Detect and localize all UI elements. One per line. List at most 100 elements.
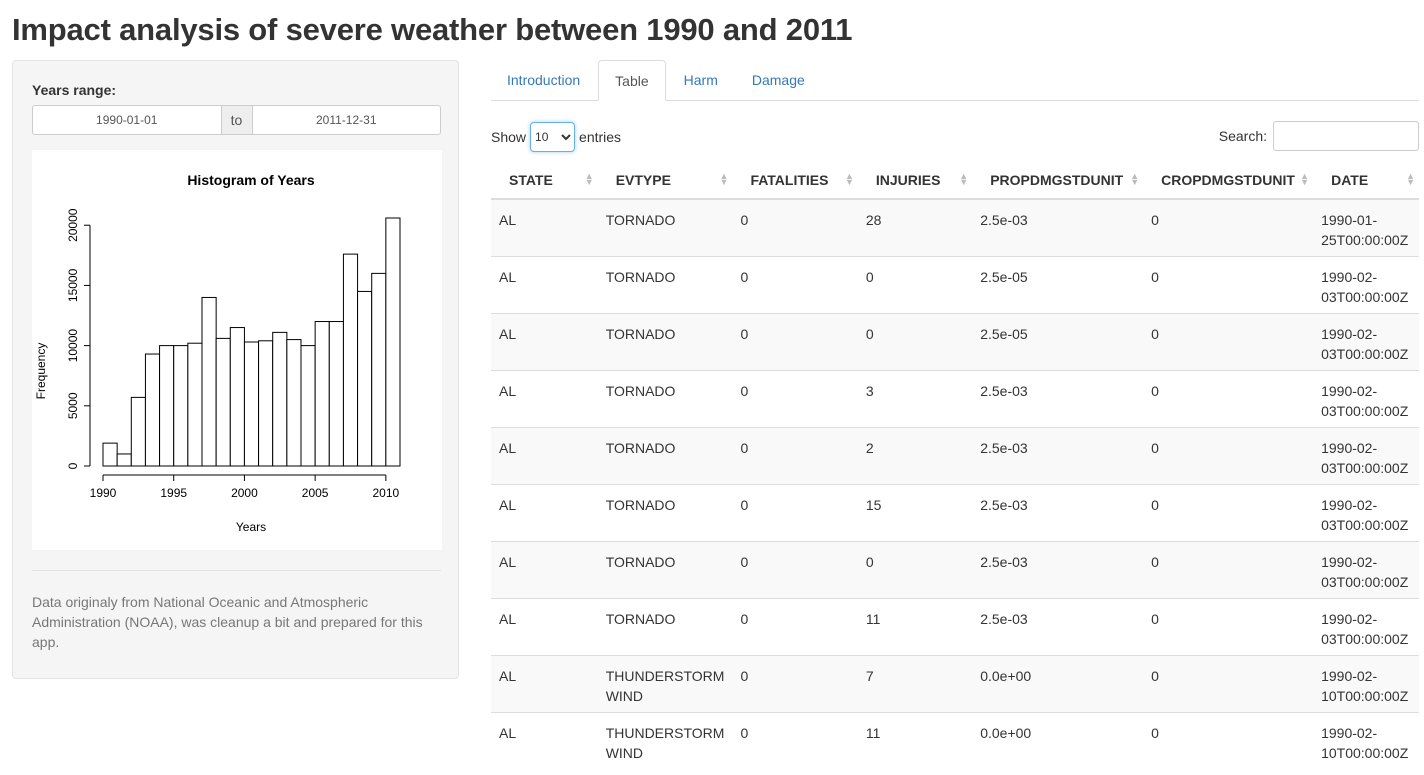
cell-propdmg: 2.5e-03 bbox=[972, 597, 1144, 655]
cell-evtype: TORNADO bbox=[597, 369, 733, 427]
cell-injuries: 7 bbox=[857, 654, 973, 712]
histogram-chart: Histogram of Years Years Frequency 1990 1… bbox=[34, 172, 401, 534]
cell-state: AL bbox=[491, 369, 598, 427]
table-row: AL THUNDERSTORM WIND 0 11 0.0e+00 0 1990-02-10… bbox=[491, 711, 1419, 769]
entries-label: entries bbox=[579, 129, 622, 145]
date-range-input: to bbox=[32, 105, 441, 135]
histogram-bar bbox=[102, 442, 118, 467]
histogram-bar bbox=[187, 342, 203, 467]
cell-injuries: 28 bbox=[857, 198, 973, 256]
cell-state: AL bbox=[491, 312, 598, 370]
column-header-label: STATE bbox=[509, 171, 553, 188]
cell-fatalities: 0 bbox=[732, 597, 858, 655]
cell-cropdmg: 0 bbox=[1143, 255, 1314, 313]
cell-date: 1990-02-03T00:00:00Z bbox=[1313, 426, 1419, 484]
y-axis: 0 5000 10000 15000 20000 bbox=[66, 208, 91, 469]
sort-icon: ▲ ▼ bbox=[844, 171, 854, 187]
page-title: Impact analysis of severe weather betwee… bbox=[12, 12, 853, 47]
histogram-bar bbox=[342, 253, 359, 467]
cell-date: 1990-02-03T00:00:00Z bbox=[1313, 369, 1419, 427]
cell-date: 1990-02-10T00:00:00Z bbox=[1313, 711, 1419, 769]
column-header-fatalities[interactable]: FATALITIES ▲ ▼ bbox=[732, 161, 858, 200]
search-label: Search: bbox=[1218, 128, 1267, 144]
tab-table[interactable]: Table bbox=[598, 60, 666, 101]
cell-evtype: THUNDERSTORM WIND bbox=[597, 654, 733, 712]
cell-date: 1990-01-25T00:00:00Z bbox=[1313, 198, 1419, 256]
column-header-state[interactable]: STATE ▲ ▼ bbox=[491, 161, 598, 200]
cell-cropdmg: 0 bbox=[1143, 654, 1314, 712]
cell-evtype: TORNADO bbox=[597, 198, 733, 256]
cell-cropdmg: 0 bbox=[1143, 312, 1314, 370]
column-header-propdmg[interactable]: PROPDMGSTDUNIT ▲ ▼ bbox=[972, 161, 1144, 200]
histogram-bars bbox=[102, 217, 401, 467]
cell-state: AL bbox=[491, 711, 598, 769]
tab-harm[interactable]: Harm bbox=[683, 72, 718, 88]
cell-cropdmg: 0 bbox=[1143, 597, 1314, 655]
cell-fatalities: 0 bbox=[732, 483, 858, 541]
column-header-label: EVTYPE bbox=[615, 171, 671, 188]
y-tick-label: 5000 bbox=[66, 392, 80, 419]
cell-evtype: TORNADO bbox=[597, 597, 733, 655]
cell-evtype: TORNADO bbox=[597, 312, 733, 370]
cell-evtype: THUNDERSTORM WIND bbox=[597, 711, 733, 769]
histogram-bar bbox=[328, 321, 344, 467]
cell-date: 1990-02-10T00:00:00Z bbox=[1313, 654, 1419, 712]
start-date-input[interactable] bbox=[32, 105, 222, 135]
histogram-bar bbox=[385, 217, 401, 467]
cell-fatalities: 0 bbox=[732, 198, 858, 256]
cell-state: AL bbox=[491, 483, 598, 541]
histogram-bar bbox=[357, 290, 373, 467]
histogram-bar bbox=[159, 345, 175, 467]
chart-title: Histogram of Years bbox=[187, 172, 315, 188]
histogram-bar bbox=[300, 345, 316, 467]
cell-evtype: TORNADO bbox=[597, 426, 733, 484]
page-length-select[interactable]: 10 bbox=[530, 122, 576, 152]
column-header-label: PROPDMGSTDUNIT bbox=[990, 171, 1124, 188]
y-tick-label: 15000 bbox=[66, 268, 80, 302]
cell-propdmg: 0.0e+00 bbox=[972, 711, 1144, 769]
table-row: AL TORNADO 0 0 2.5e-05 0 1990-02-03T00:00:00Z bbox=[491, 255, 1419, 313]
show-label: Show bbox=[491, 129, 527, 145]
cell-injuries: 11 bbox=[857, 711, 973, 769]
cell-evtype: TORNADO bbox=[597, 255, 733, 313]
tab-damage[interactable]: Damage bbox=[751, 72, 805, 88]
page-length-control: Show 10 entries bbox=[491, 122, 621, 152]
x-tick-label: 2005 bbox=[302, 486, 329, 500]
cell-state: AL bbox=[491, 255, 598, 313]
column-header-injuries[interactable]: INJURIES ▲ ▼ bbox=[857, 161, 973, 200]
cell-cropdmg: 0 bbox=[1143, 711, 1314, 769]
years-range-label: Years range: bbox=[32, 82, 117, 98]
cell-injuries: 11 bbox=[857, 597, 973, 655]
cell-propdmg: 2.5e-03 bbox=[972, 483, 1144, 541]
column-header-evtype[interactable]: EVTYPE ▲ ▼ bbox=[597, 161, 733, 200]
end-date-input[interactable] bbox=[251, 105, 441, 135]
histogram-bar bbox=[243, 341, 260, 467]
tab-introduction[interactable]: Introduction bbox=[507, 72, 581, 88]
data-table: STATE ▲ ▼ EVTYPE ▲ ▼ FATALITIES ▲ ▼ INJURIES ▲ ▼… bbox=[491, 161, 1419, 769]
cell-date: 1990-02-03T00:00:00Z bbox=[1313, 540, 1419, 598]
cell-fatalities: 0 bbox=[732, 312, 858, 370]
sort-icon: ▲ ▼ bbox=[584, 171, 594, 187]
cell-state: AL bbox=[491, 654, 598, 712]
cell-state: AL bbox=[491, 597, 598, 655]
cell-date: 1990-02-03T00:00:00Z bbox=[1313, 312, 1419, 370]
column-header-date[interactable]: DATE ▲ ▼ bbox=[1313, 161, 1419, 200]
cell-date: 1990-02-03T00:00:00Z bbox=[1313, 483, 1419, 541]
histogram-bar bbox=[272, 331, 288, 467]
x-tick-label: 1990 bbox=[90, 486, 117, 500]
cell-state: AL bbox=[491, 198, 598, 256]
cell-cropdmg: 0 bbox=[1143, 198, 1314, 256]
table-search: Search: bbox=[1219, 121, 1419, 151]
histogram-plot: Histogram of Years Years Frequency 1990 1… bbox=[32, 150, 442, 550]
cell-fatalities: 0 bbox=[732, 369, 858, 427]
histogram-bar bbox=[258, 340, 274, 467]
search-input[interactable] bbox=[1273, 121, 1419, 151]
column-header-cropdmg[interactable]: CROPDMGSTDUNIT ▲ ▼ bbox=[1143, 161, 1314, 200]
cell-propdmg: 0.0e+00 bbox=[972, 654, 1144, 712]
column-header-label: INJURIES bbox=[875, 171, 941, 188]
table-row: AL TORNADO 0 2 2.5e-03 0 1990-02-03T00:00:00Z bbox=[491, 426, 1419, 484]
sort-icon: ▲ ▼ bbox=[1130, 171, 1140, 187]
cell-injuries: 3 bbox=[857, 369, 973, 427]
histogram-bar bbox=[130, 396, 146, 467]
cell-fatalities: 0 bbox=[732, 255, 858, 313]
